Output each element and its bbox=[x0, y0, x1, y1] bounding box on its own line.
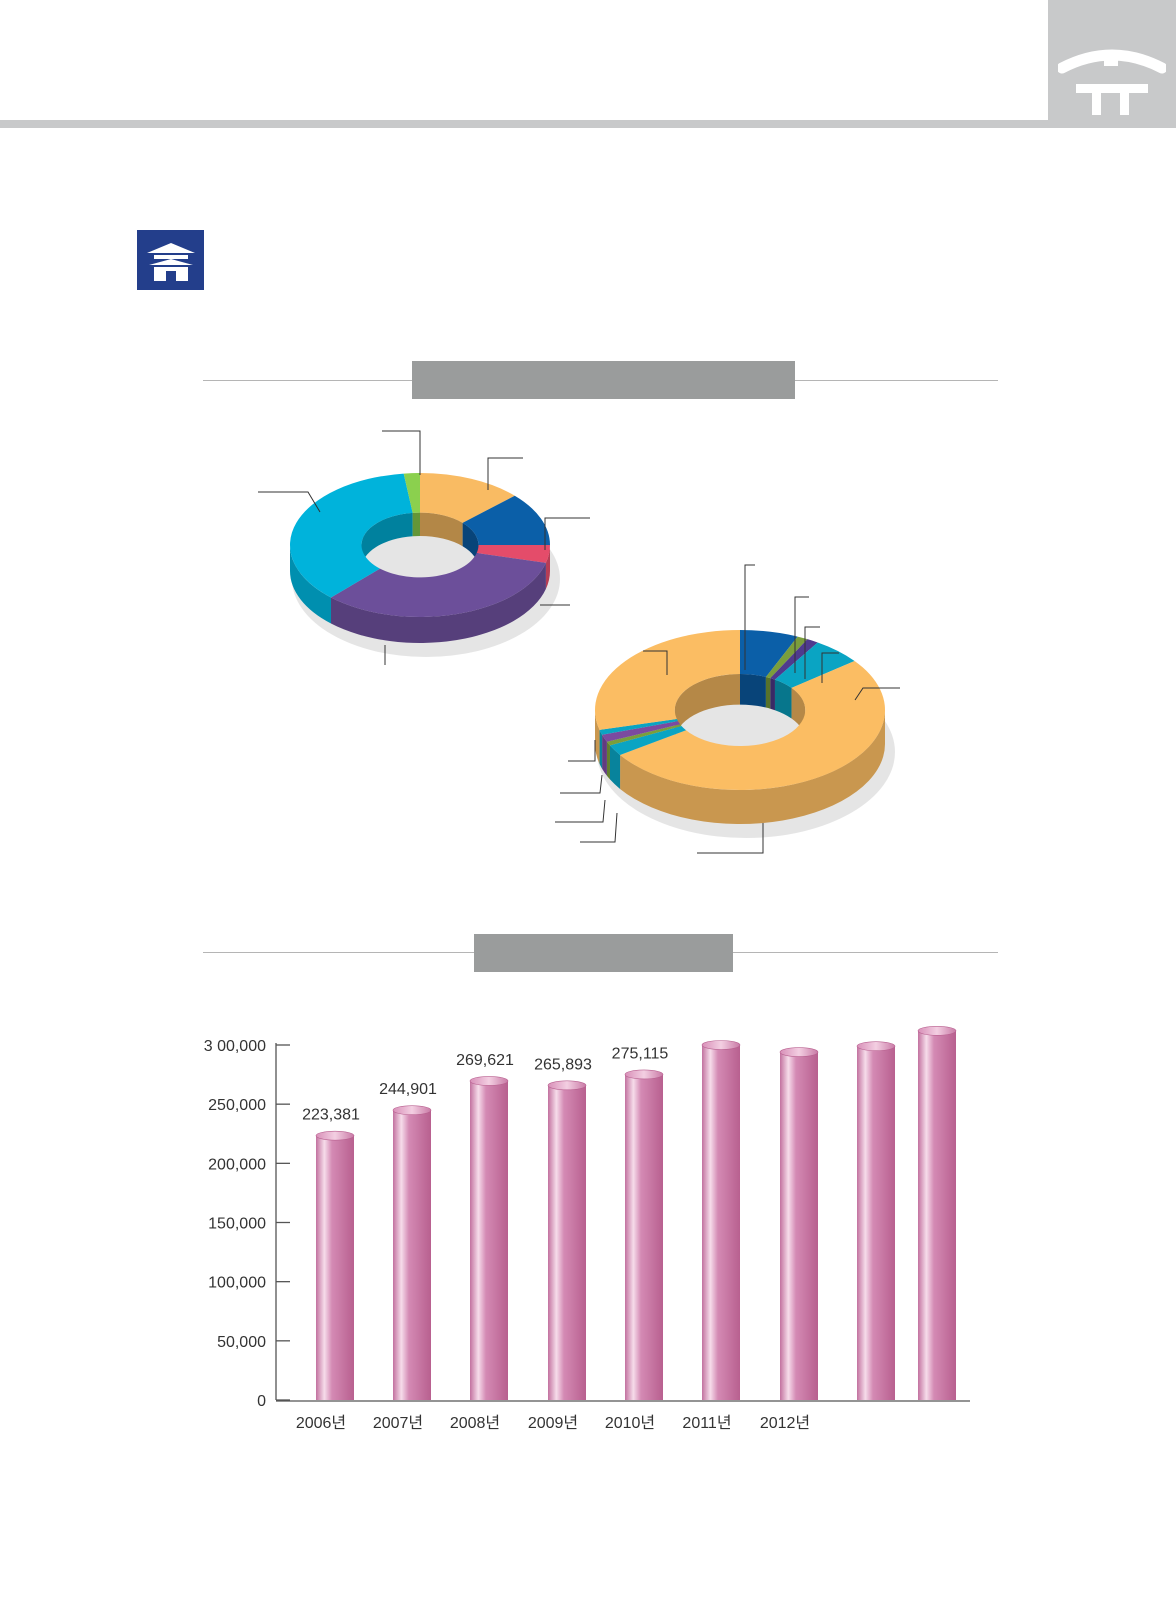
bar-cap bbox=[917, 1025, 957, 1036]
y-tick-label: 3 00,000 bbox=[204, 1038, 266, 1055]
leader-line bbox=[643, 650, 668, 675]
section-title-box bbox=[474, 934, 733, 972]
donut-slice-1 bbox=[420, 473, 515, 523]
roof-symbol-icon bbox=[1058, 49, 1166, 115]
donut-slice-inner-side bbox=[361, 512, 413, 569]
donut-slice-side bbox=[545, 545, 550, 589]
donut-slice-inner-side bbox=[674, 674, 740, 741]
donut-slice-inner-side bbox=[462, 522, 479, 569]
bar-chart: 0 50,000 100,000 150,000 200,000 250,000 3 00,… bbox=[204, 1025, 970, 1432]
donut-slice-4 bbox=[774, 642, 855, 688]
donut-slice-8 bbox=[602, 721, 681, 742]
bar-cap bbox=[779, 1047, 819, 1057]
x-tick-label: 2011년 bbox=[682, 1414, 731, 1432]
donut-slice-3 bbox=[476, 545, 550, 563]
donut-slice-inner-side bbox=[765, 676, 771, 709]
donut-slice-inner-side bbox=[412, 512, 420, 537]
leader-line bbox=[258, 491, 321, 513]
leader-line bbox=[568, 740, 596, 762]
leader-line bbox=[804, 626, 820, 679]
palace-gate-icon bbox=[147, 243, 195, 281]
leader-line bbox=[697, 823, 764, 854]
x-tick-label: 2008년 bbox=[450, 1414, 500, 1432]
data-label: 223,381 bbox=[302, 1107, 360, 1124]
data-label: 265,893 bbox=[534, 1056, 592, 1073]
data-label: 269,621 bbox=[456, 1052, 514, 1069]
bar bbox=[316, 1135, 354, 1400]
x-tick-label: 2010년 bbox=[605, 1414, 655, 1432]
leader-line bbox=[560, 774, 603, 794]
bar bbox=[393, 1110, 431, 1400]
y-tick-label: 250,000 bbox=[208, 1097, 266, 1114]
x-tick-label: 2006년 bbox=[296, 1414, 346, 1432]
bar-cap bbox=[392, 1105, 432, 1116]
donut-slice-side bbox=[609, 745, 621, 789]
x-tick-label: 2012년 bbox=[760, 1414, 810, 1432]
header-bar bbox=[0, 120, 1048, 128]
donut-slice-side bbox=[620, 710, 885, 824]
bar-cap bbox=[624, 1069, 664, 1080]
leader-line bbox=[487, 457, 523, 490]
x-tick-label: 2009년 bbox=[528, 1414, 578, 1432]
donut-slice-side bbox=[599, 729, 603, 769]
bar-cap bbox=[547, 1080, 587, 1091]
leader-line bbox=[544, 517, 590, 550]
leader-line bbox=[555, 799, 606, 823]
donut-slice-2 bbox=[765, 636, 808, 679]
donut-slice-inner-side bbox=[420, 512, 463, 547]
leader-line bbox=[382, 430, 421, 475]
donut-slice-4 bbox=[331, 553, 546, 617]
leader-line bbox=[744, 564, 755, 670]
bar bbox=[780, 1052, 818, 1400]
y-tick-label: 200,000 bbox=[208, 1156, 266, 1173]
donut-slice-side bbox=[595, 710, 600, 764]
donut-slice-6 bbox=[403, 473, 420, 513]
donut-slice-side bbox=[290, 545, 332, 624]
donut-slice-6 bbox=[609, 725, 687, 755]
section-badge bbox=[137, 230, 204, 290]
bar-cap bbox=[469, 1076, 509, 1086]
donut-slice-7 bbox=[606, 724, 682, 746]
donut-slice-side bbox=[602, 734, 607, 776]
bar-cap bbox=[701, 1040, 741, 1050]
y-tick-label: 150,000 bbox=[208, 1216, 266, 1233]
donut-slice-10 bbox=[595, 630, 740, 730]
donut-slice-9 bbox=[599, 718, 678, 735]
y-tick-label: 50,000 bbox=[217, 1334, 266, 1351]
data-label: 275,115 bbox=[612, 1045, 669, 1062]
bar bbox=[857, 1046, 895, 1400]
bar bbox=[625, 1074, 663, 1400]
donut-slice-1 bbox=[740, 630, 798, 677]
bar bbox=[548, 1085, 586, 1400]
donut-slice-inner-side bbox=[740, 674, 766, 708]
bar bbox=[918, 1030, 956, 1400]
bar bbox=[702, 1045, 740, 1400]
y-tick-label: 100,000 bbox=[208, 1275, 266, 1292]
donut-slice-side bbox=[331, 562, 546, 643]
bar-cap bbox=[856, 1041, 896, 1051]
donut-slice-5 bbox=[290, 473, 413, 598]
donut-slice-3 bbox=[770, 639, 818, 680]
x-tick-label: 2007년 bbox=[373, 1414, 423, 1432]
donut-slice-side bbox=[606, 741, 610, 780]
bar-cap bbox=[315, 1130, 355, 1141]
donut-slice-inner-side bbox=[770, 678, 775, 711]
data-label: 244,901 bbox=[379, 1081, 437, 1098]
donut-slice-inner-side bbox=[774, 679, 792, 719]
donut-slice-2 bbox=[462, 495, 550, 545]
bar bbox=[470, 1080, 508, 1400]
leader-line bbox=[854, 687, 900, 701]
header-corner-tab bbox=[1048, 0, 1176, 128]
donut-slice-5 bbox=[620, 660, 885, 790]
leader-line bbox=[821, 652, 839, 683]
donut-chart-1 bbox=[258, 430, 590, 665]
donut-chart-2 bbox=[555, 564, 900, 854]
leader-line bbox=[580, 812, 618, 843]
y-tick-label: 0 bbox=[257, 1393, 266, 1410]
leader-line bbox=[794, 596, 809, 673]
section-title-box bbox=[412, 361, 795, 399]
